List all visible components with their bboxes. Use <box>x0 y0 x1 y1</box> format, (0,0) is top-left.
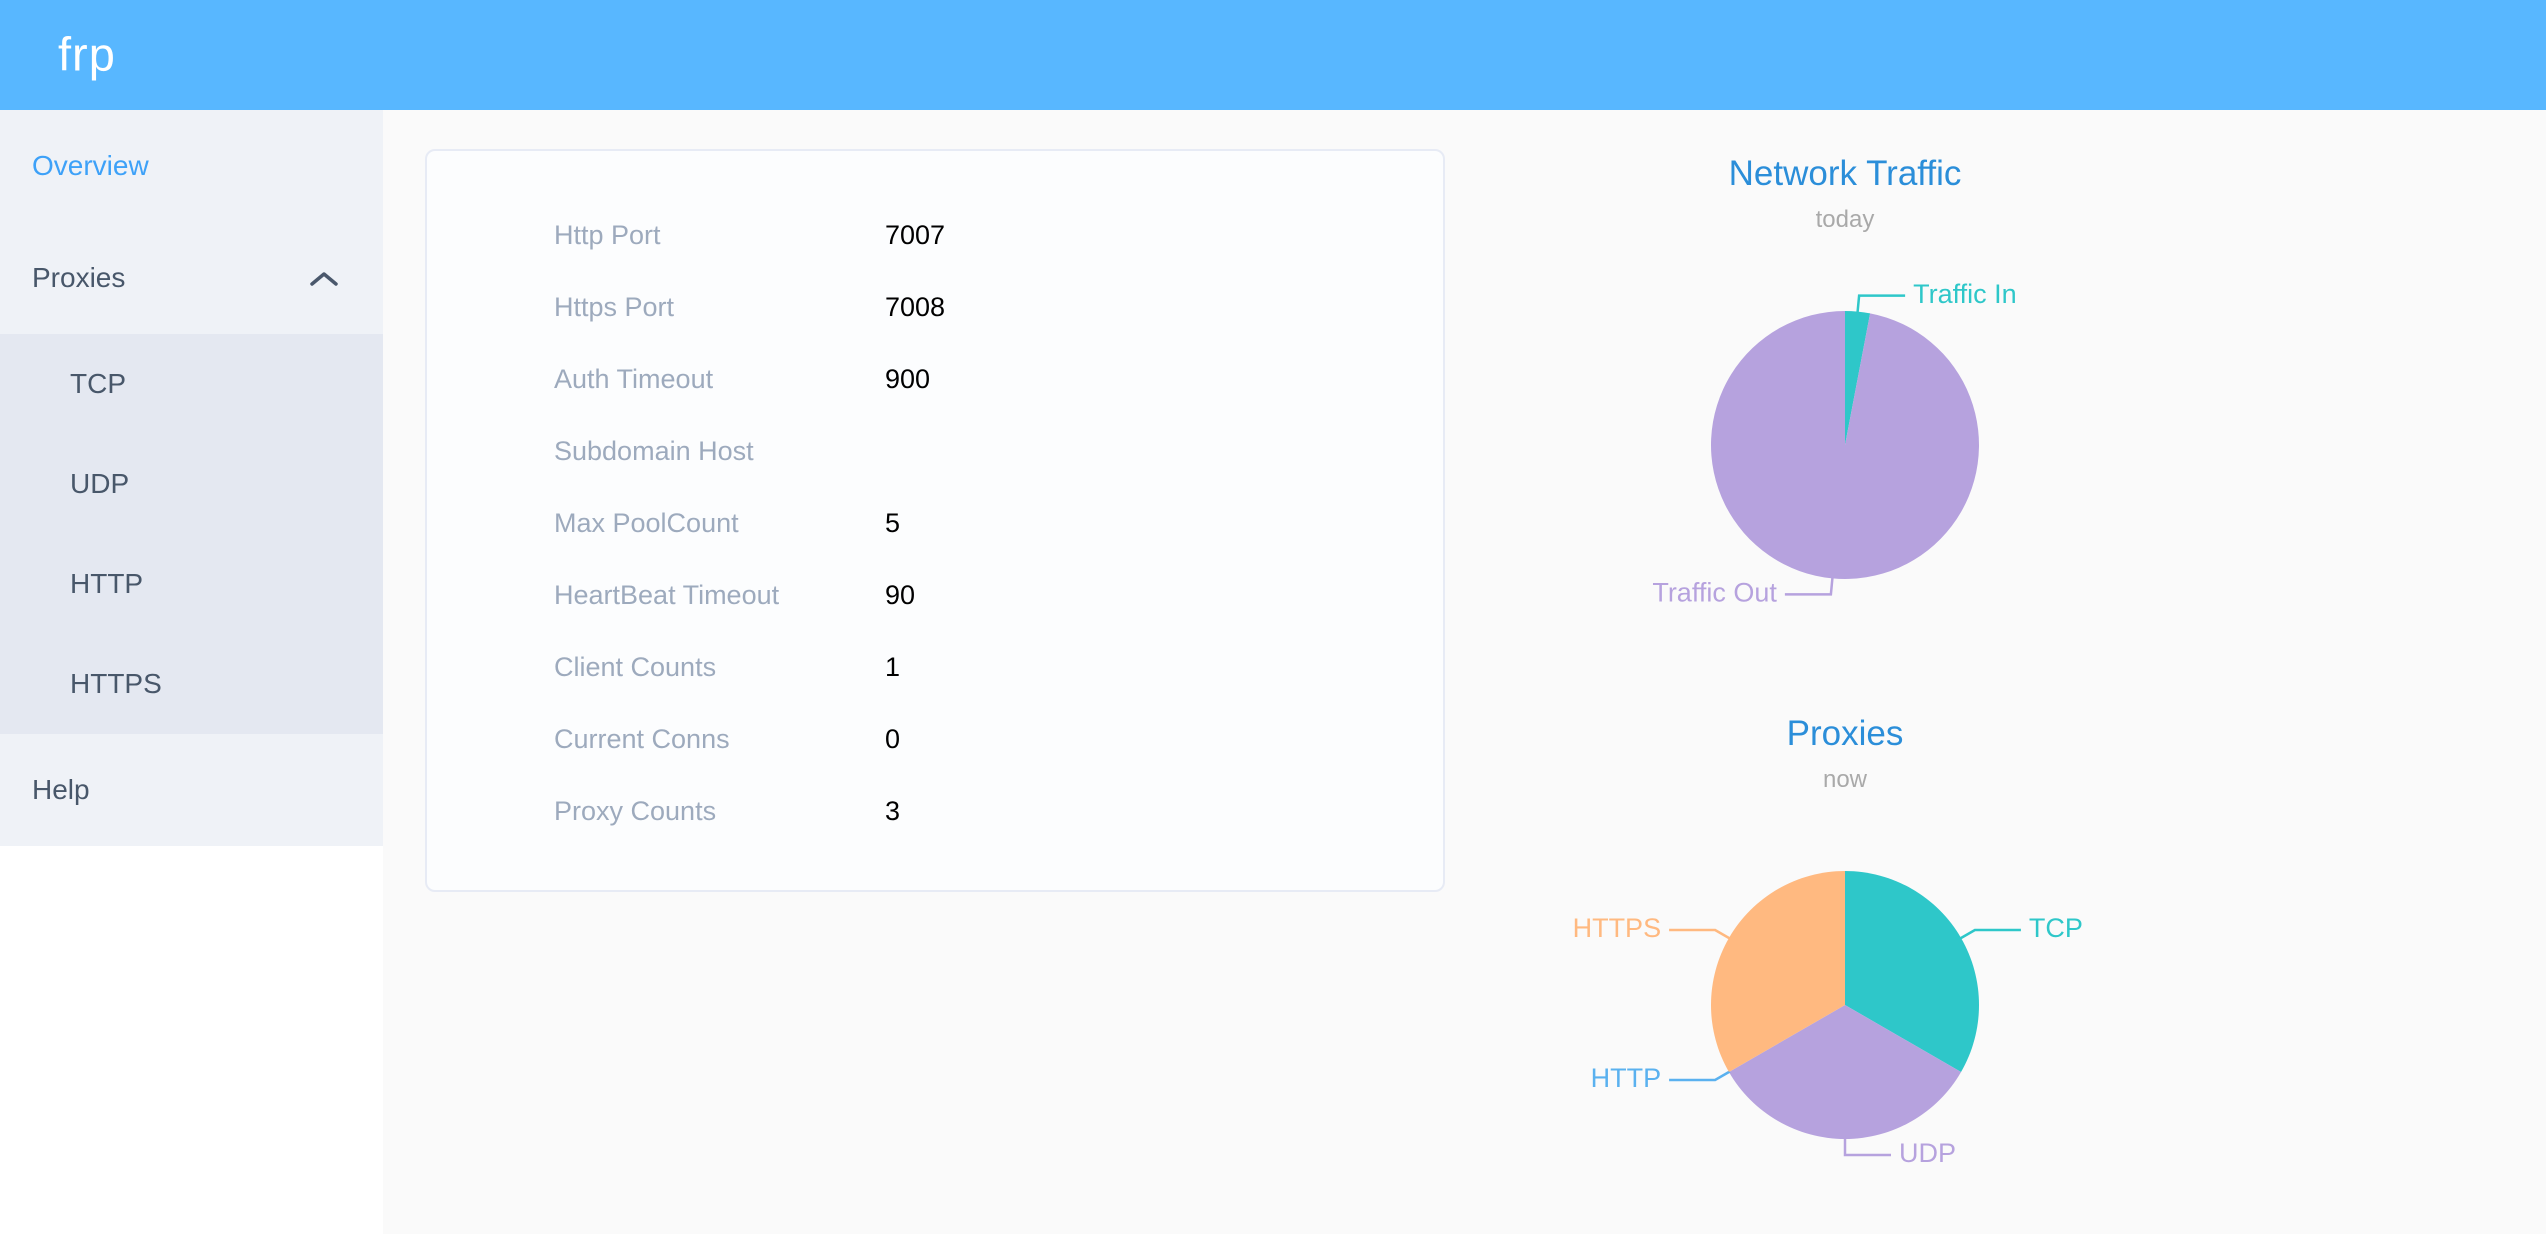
sidebar-item-udp[interactable]: UDP <box>0 434 383 534</box>
server-info-card: Http Port 7007 Https Port 7008 Auth Time… <box>425 149 1445 892</box>
pie-label-traffic-in: Traffic In <box>1913 279 2017 309</box>
pie-label-tcp: TCP <box>2029 913 2083 943</box>
sidebar-item-label: Help <box>32 774 90 805</box>
sidebar-item-help[interactable]: Help <box>0 734 383 846</box>
app-logo: frp <box>58 27 116 81</box>
pie-label-https: HTTPS <box>1573 913 1662 943</box>
sidebar-item-label: HTTP <box>70 568 144 599</box>
info-value: 5 <box>885 507 901 538</box>
info-label: Proxy Counts <box>554 795 717 826</box>
pie-label-line-tcp <box>1959 928 2021 940</box>
info-value: 7008 <box>885 291 946 322</box>
info-value: 1 <box>885 651 901 682</box>
info-label: Auth Timeout <box>554 363 714 394</box>
sidebar-item-label: UDP <box>70 468 130 499</box>
side-menu: Overview Proxies TCP UDP HTTP HTTPS <box>0 110 383 846</box>
info-label: Max PoolCount <box>554 507 739 538</box>
proxies-pie[interactable]: TCP UDP HTTP HTTPS <box>1495 810 2195 1230</box>
sidebar-item-proxies[interactable]: Proxies <box>0 222 383 334</box>
sidebar-item-https[interactable]: HTTPS <box>0 634 383 734</box>
pie-slice-https[interactable] <box>1711 871 1845 1072</box>
chart-title: Proxies <box>1786 714 1904 753</box>
pie-label-udp: UDP <box>1899 1138 1956 1168</box>
info-label: Https Port <box>554 291 675 322</box>
info-value: 7007 <box>885 219 946 250</box>
chart-subtitle: today <box>1815 206 1875 233</box>
pie-label-line-udp <box>1843 1138 1891 1157</box>
network-traffic-pie[interactable]: Traffic In Traffic Out <box>1495 250 2195 690</box>
info-row-current-conns: Current Conns 0 <box>427 703 1443 775</box>
info-label: HeartBeat Timeout <box>554 579 780 610</box>
pie-label-traffic-out: Traffic Out <box>1652 577 1777 607</box>
info-row-http-port: Http Port 7007 <box>427 199 1443 271</box>
info-row-client-counts: Client Counts 1 <box>427 631 1443 703</box>
info-row-proxy-counts: Proxy Counts 3 <box>427 775 1443 847</box>
info-row-auth-timeout: Auth Timeout 900 <box>427 343 1443 415</box>
info-value: 0 <box>885 723 901 754</box>
pie-label-line-traffic-in <box>1856 294 1906 313</box>
charts-column: Network Traffic today Traffic In Traffic … <box>1495 110 2195 1230</box>
sidebar-item-label: TCP <box>70 368 126 399</box>
pie-slice-traffic-out[interactable] <box>1711 311 1979 579</box>
proxies-submenu: TCP UDP HTTP HTTPS <box>0 334 383 734</box>
pie-slice-udp[interactable] <box>1728 1005 1962 1139</box>
pie-label-line-traffic-out <box>1784 577 1834 596</box>
sidebar-item-label: Proxies <box>32 262 126 293</box>
network-traffic-chart: Network Traffic today Traffic In Traffic … <box>1495 154 2195 690</box>
sidebar-item-label: Overview <box>32 150 149 181</box>
sidebar-item-tcp[interactable]: TCP <box>0 334 383 434</box>
sidebar-item-http[interactable]: HTTP <box>0 534 383 634</box>
info-row-subdomain-host: Subdomain Host <box>427 415 1443 487</box>
info-value: 900 <box>885 363 931 394</box>
chevron-up-icon <box>309 262 339 294</box>
pie-slice-tcp[interactable] <box>1845 871 1979 1072</box>
sidebar: Overview Proxies TCP UDP HTTP HTTPS <box>0 110 383 1234</box>
chart-title: Network Traffic <box>1728 154 1962 193</box>
info-label: Http Port <box>554 219 661 250</box>
chart-subtitle: now <box>1822 766 1868 793</box>
pie-label-line-http <box>1669 1070 1731 1082</box>
pie-slice-traffic-in[interactable] <box>1845 311 1871 445</box>
info-value: 3 <box>885 795 901 826</box>
info-row-heartbeat-timeout: HeartBeat Timeout 90 <box>427 559 1443 631</box>
sidebar-item-overview[interactable]: Overview <box>0 110 383 222</box>
info-row-https-port: Https Port 7008 <box>427 271 1443 343</box>
app-header: frp <box>0 0 2546 110</box>
info-label: Client Counts <box>554 651 717 682</box>
info-label: Subdomain Host <box>554 435 754 466</box>
pie-label-http: HTTP <box>1591 1063 1662 1093</box>
proxies-chart: Proxies now TCP UDP HTTP HTTPS <box>1495 714 2195 1230</box>
info-row-max-poolcount: Max PoolCount 5 <box>427 487 1443 559</box>
info-label: Current Conns <box>554 723 730 754</box>
pie-label-line-https <box>1669 928 1731 940</box>
sidebar-item-label: HTTPS <box>70 668 162 699</box>
info-value: 90 <box>885 579 916 610</box>
